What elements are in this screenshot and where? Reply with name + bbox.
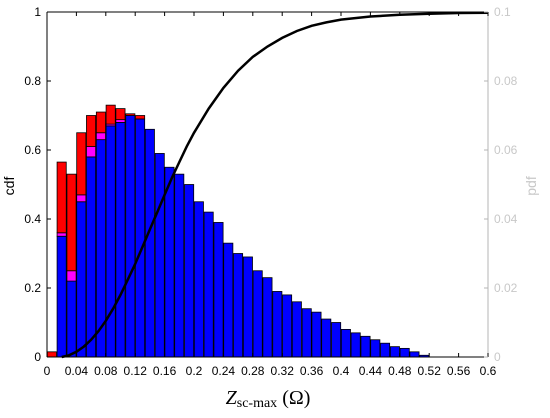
bar-magenta-4 (86, 146, 97, 158)
y-right-tick-label: 0.06 (494, 143, 518, 157)
bar-blue-18 (223, 242, 234, 358)
x-axis-label: Zsc-max (Ω) (226, 387, 311, 411)
x-axis-label-main: Z (226, 387, 238, 409)
bar-blue-10 (144, 128, 155, 358)
bar-blue-29 (331, 322, 342, 358)
bar-blue-35 (389, 346, 400, 358)
bar-red-6 (105, 104, 116, 125)
bar-blue-34 (380, 342, 391, 358)
bar-blue-13 (174, 173, 185, 358)
bar-blue-36 (399, 347, 410, 358)
bar-blue-14 (184, 184, 195, 358)
bar-blue-24 (282, 294, 293, 358)
bar-blue-16 (203, 211, 214, 358)
bar-blue-30 (340, 328, 351, 358)
bar-blue-6 (105, 125, 116, 358)
x-tick-label: 0.32 (271, 364, 295, 378)
cdf-curve-layer (61, 11, 489, 359)
y-left-tick-label: 0.2 (24, 281, 41, 295)
bar-blue-9 (135, 118, 146, 358)
axes-layer: 0 0.04 0.08 0.12 0.16 0.2 0.24 0.28 0.32 0.36 0.4 0… (24, 5, 517, 378)
y-right-tick-label: 0.02 (494, 281, 518, 295)
bar-blue-28 (321, 318, 332, 358)
y-right-tick-label: 0.08 (494, 74, 518, 88)
x-tick-label: 0.44 (359, 364, 383, 378)
bar-blue-26 (301, 308, 312, 358)
bar-magenta-7 (115, 119, 126, 123)
bar-blue-17 (213, 222, 224, 358)
y-left-tick-label: 0.6 (24, 143, 41, 157)
bar-magenta-3 (76, 194, 87, 203)
bar-blue-4 (86, 156, 97, 358)
bar-blue-32 (360, 335, 371, 358)
bar-blue-2 (66, 280, 77, 358)
bar-blue-3 (76, 201, 87, 358)
y-axis-right-label: pdf (523, 176, 539, 196)
x-tick-label: 0.2 (186, 364, 203, 378)
x-tick-label: 0.52 (418, 364, 442, 378)
x-tick-label: 0.08 (94, 364, 118, 378)
x-tick-label: 0.4 (333, 364, 350, 378)
bar-magenta-5 (95, 132, 106, 141)
bar-red-5 (95, 111, 106, 134)
bar-blue-37 (409, 351, 420, 358)
x-tick-label: 0.04 (65, 364, 89, 378)
bar-red-4 (86, 115, 97, 147)
x-tick-label: 0.56 (447, 364, 471, 378)
y-right-tick-label: 0 (494, 350, 501, 364)
bar-red-8 (125, 113, 136, 116)
cdf-curve-line (61, 11, 489, 359)
y-right-tick-label: 0.04 (494, 212, 518, 226)
y-left-tick-label: 0 (34, 350, 41, 364)
x-tick-label: 0.16 (153, 364, 177, 378)
bar-blue-25 (291, 301, 302, 358)
y-left-tick-label: 0.4 (24, 212, 41, 226)
y-axis-left-label: cdf (1, 177, 17, 196)
y-left-tick-label: 1 (34, 5, 41, 19)
bar-red-0 (46, 351, 57, 358)
x-tick-label: 0.12 (124, 364, 148, 378)
bar-red-9 (135, 115, 146, 120)
bar-blue-19 (233, 253, 244, 358)
bar-blue-7 (115, 122, 126, 358)
bar-blue-21 (252, 270, 263, 358)
bar-blue-23 (272, 291, 283, 358)
bar-red-2 (66, 173, 77, 272)
bar-blue-33 (370, 339, 381, 358)
x-tick-label: 0 (44, 364, 51, 378)
x-axis-label-sub: sc-max (237, 396, 277, 411)
bar-blue-20 (242, 256, 253, 358)
x-tick-label: 0.24 (212, 364, 236, 378)
bar-blue-11 (154, 153, 165, 358)
bar-blue-12 (164, 166, 175, 358)
bar-blue-27 (311, 311, 322, 358)
x-tick-label: 0.28 (241, 364, 265, 378)
y-left-tick-label: 0.8 (24, 74, 41, 88)
bars-layer (46, 104, 430, 358)
bar-magenta-1 (56, 232, 67, 237)
bar-blue-8 (125, 115, 136, 358)
bar-red-7 (115, 108, 126, 121)
bar-blue-1 (56, 235, 67, 358)
x-tick-label: 0.36 (300, 364, 324, 378)
bar-red-3 (76, 132, 87, 196)
x-tick-label: 0.6 (480, 364, 497, 378)
y-right-tick-label: 0.1 (494, 5, 511, 19)
bar-blue-22 (262, 277, 273, 358)
x-axis-label-unit: (Ω) (277, 387, 310, 409)
bar-magenta-2 (66, 270, 77, 282)
x-tick-label: 0.48 (388, 364, 412, 378)
bar-blue-31 (350, 332, 361, 358)
bar-red-1 (56, 161, 67, 234)
bar-blue-15 (193, 201, 204, 358)
